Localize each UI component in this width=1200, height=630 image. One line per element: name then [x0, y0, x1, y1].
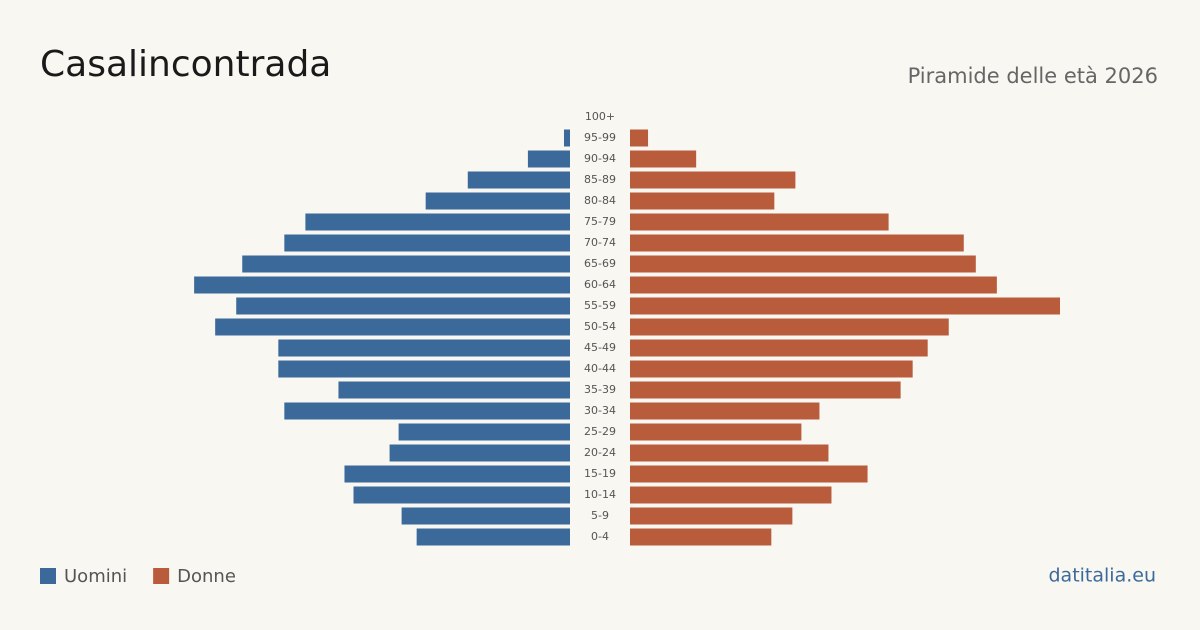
bar-female: [630, 528, 772, 546]
bar-female: [630, 444, 829, 462]
chart-title: Casalincontrada: [40, 44, 331, 85]
bar-female: [630, 192, 775, 210]
bar-male: [194, 276, 571, 294]
bar-male: [344, 465, 570, 483]
bar-male: [215, 318, 571, 336]
age-label: 20-24: [584, 446, 616, 459]
bar-male: [401, 507, 570, 525]
age-label: 50-54: [584, 320, 616, 333]
bar-male: [425, 192, 570, 210]
bar-female: [630, 507, 793, 525]
age-label: 100+: [585, 110, 615, 123]
age-label: 0-4: [591, 530, 609, 543]
bar-female: [630, 150, 697, 168]
age-label: 35-39: [584, 383, 616, 396]
bar-female: [630, 360, 913, 378]
bar-male: [527, 150, 570, 168]
legend-label: Uomini: [64, 566, 127, 587]
age-label: 85-89: [584, 173, 616, 186]
chart-subtitle: Piramide delle età 2026: [908, 64, 1158, 88]
age-label: 10-14: [584, 488, 616, 501]
age-label: 65-69: [584, 257, 616, 270]
bar-male: [338, 381, 570, 399]
bar-female: [630, 339, 928, 357]
age-label: 60-64: [584, 278, 616, 291]
bar-male: [467, 171, 570, 189]
bar-male: [278, 360, 570, 378]
bar-male: [353, 486, 570, 504]
age-label: 80-84: [584, 194, 616, 207]
bar-female: [630, 276, 997, 294]
bar-female: [630, 486, 832, 504]
age-label: 5-9: [591, 509, 609, 522]
bar-male: [563, 129, 570, 147]
bar-male: [389, 444, 570, 462]
bar-female: [630, 234, 964, 252]
bar-female: [630, 171, 796, 189]
age-label: 45-49: [584, 341, 616, 354]
age-label: 30-34: [584, 404, 616, 417]
age-label: 25-29: [584, 425, 616, 438]
age-label: 95-99: [584, 131, 616, 144]
source-link[interactable]: datitalia.eu: [1049, 565, 1157, 587]
legend-swatch: [40, 568, 56, 584]
bar-female: [630, 297, 1060, 315]
legend-label: Donne: [177, 566, 236, 587]
bar-male: [284, 402, 570, 420]
bar-female: [630, 213, 889, 231]
bar-male: [416, 528, 570, 546]
age-label: 90-94: [584, 152, 616, 165]
age-label: 75-79: [584, 215, 616, 228]
bar-male: [284, 234, 570, 252]
bar-male: [398, 423, 570, 441]
bar-male: [242, 255, 570, 273]
bar-female: [630, 402, 820, 420]
bar-male: [278, 339, 570, 357]
bar-female: [630, 129, 649, 147]
age-label: 15-19: [584, 467, 616, 480]
bar-female: [630, 465, 868, 483]
bar-male: [236, 297, 571, 315]
age-label: 55-59: [584, 299, 616, 312]
bar-female: [630, 318, 949, 336]
bar-female: [630, 255, 976, 273]
age-label: 70-74: [584, 236, 616, 249]
legend-swatch: [153, 568, 170, 584]
bar-female: [630, 381, 901, 399]
bar-male: [305, 213, 570, 231]
age-label: 40-44: [584, 362, 616, 375]
bar-female: [630, 423, 802, 441]
